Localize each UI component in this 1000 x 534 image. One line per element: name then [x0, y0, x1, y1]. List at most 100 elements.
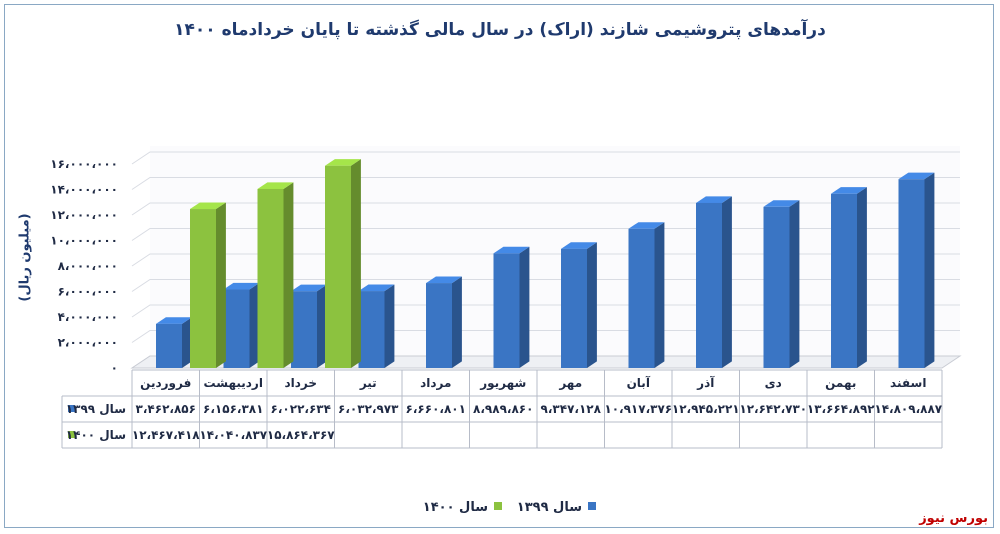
- bar-side: [924, 172, 935, 368]
- data-label: ۱۵،۸۶۴،۳۶۷: [267, 428, 335, 442]
- y-tick-label: ۶،۰۰۰،۰۰۰: [58, 285, 118, 299]
- bar-side: [216, 202, 226, 368]
- x-tick-label: شهریور: [479, 376, 526, 391]
- bar-1399: [628, 222, 665, 368]
- bar-side: [789, 200, 800, 368]
- gridline: [131, 177, 960, 190]
- gridline: [131, 279, 960, 292]
- bar-1399: [426, 276, 462, 368]
- bar-front: [257, 188, 284, 368]
- data-label: ۱۰،۹۱۷،۳۷۶: [604, 402, 672, 416]
- chart-title: درآمدهای پتروشیمی شازند (اراک) در سال ما…: [174, 20, 826, 40]
- bar-top: [493, 246, 530, 254]
- data-label: ۹،۳۴۷،۱۲۸: [541, 402, 602, 416]
- bar-1399: [763, 200, 800, 368]
- bar-side: [351, 159, 361, 368]
- bar-1399: [358, 284, 395, 368]
- data-label: ۱۳،۶۶۴،۸۹۲: [807, 402, 875, 416]
- bar-side: [722, 196, 732, 368]
- gridline: [131, 151, 960, 165]
- bar-side: [317, 284, 327, 368]
- bar-1400: [257, 182, 294, 368]
- bar-side: [249, 282, 260, 368]
- bar-front: [156, 323, 182, 368]
- x-tick-label: آذر: [696, 375, 715, 390]
- series-name: سال ۱۳۹۹: [66, 402, 126, 416]
- y-tick-label: ۱۴،۰۰۰،۰۰۰: [50, 183, 118, 197]
- bar-top: [291, 284, 327, 292]
- bar-1399: [291, 284, 327, 368]
- bar-top: [898, 172, 935, 180]
- y-tick-label: ۴،۰۰۰،۰۰۰: [58, 310, 118, 324]
- bar-front: [898, 179, 925, 368]
- bar-front: [493, 253, 520, 368]
- data-label: ۶،۰۲۲،۶۳۴: [271, 402, 331, 416]
- bar-side: [654, 222, 665, 368]
- y-tick-label: ۲،۰۰۰،۰۰۰: [58, 336, 118, 350]
- bar-front: [291, 291, 317, 368]
- bar-side: [182, 317, 192, 368]
- legend-key: [68, 431, 75, 438]
- x-tick-label: خرداد: [284, 376, 317, 390]
- x-tick-label: فروردین: [140, 376, 191, 391]
- bar-front: [561, 248, 587, 368]
- x-tick-label: اردیبهشت: [204, 376, 263, 390]
- gridline: [131, 330, 960, 343]
- y-tick-label: ۱۰،۰۰۰،۰۰۰: [50, 234, 118, 248]
- brand-logo-text: بورس نیوز: [919, 511, 988, 526]
- bar-front: [831, 193, 857, 368]
- data-label: ۶،۱۵۶،۳۸۱: [203, 402, 263, 416]
- legend: سال ۱۴۰۰ سال ۱۳۹۹: [423, 500, 596, 515]
- data-table: فروردین اردیبهشت خرداد تیر مرداد شهریور مهر آبا…: [61, 369, 943, 449]
- bar-front: [763, 206, 790, 368]
- gridline: [131, 253, 960, 267]
- y-tick-label: ۱۲،۰۰۰،۰۰۰: [50, 208, 118, 222]
- y-tick-label: ۰: [111, 361, 118, 375]
- bar-side: [857, 187, 867, 368]
- bar-top: [628, 222, 665, 229]
- legend-label: سال ۱۴۰۰: [423, 500, 488, 515]
- bar-1399: [696, 196, 732, 368]
- data-label: ۱۴،۸۰۹،۸۸۷: [874, 402, 942, 416]
- bar-top: [190, 202, 226, 210]
- bar-top: [696, 196, 732, 203]
- bar-1399: [493, 246, 530, 368]
- bar-top: [831, 187, 867, 194]
- x-tick-label: مهر: [558, 376, 582, 390]
- bar-top: [325, 159, 361, 166]
- bar-front: [223, 289, 250, 368]
- x-tick-label: اسفند: [890, 376, 926, 390]
- bar-front: [325, 165, 351, 368]
- bar-top: [763, 200, 800, 207]
- legend-label: سال ۱۳۹۹: [517, 500, 582, 515]
- data-label: ۸،۹۸۹،۸۶۰: [473, 402, 533, 416]
- legend-swatch: [588, 502, 596, 510]
- bar-side: [587, 242, 597, 368]
- legend-key: [68, 405, 75, 412]
- bar-1400: [190, 202, 226, 368]
- y-tick-label: ۸،۰۰۰،۰۰۰: [58, 259, 118, 273]
- bar-1399: [561, 242, 597, 368]
- bar-top: [426, 276, 462, 284]
- bar-front: [696, 202, 722, 368]
- bar-top: [358, 284, 395, 292]
- gridline: [131, 202, 960, 216]
- x-tick-label: تیر: [359, 376, 377, 390]
- x-tick-label: مرداد: [420, 376, 451, 390]
- series-name: سال ۱۴۰۰: [66, 428, 126, 442]
- y-tick-label: ۱۶،۰۰۰،۰۰۰: [50, 157, 118, 171]
- bar-top: [561, 242, 597, 249]
- gridline: [131, 228, 960, 241]
- legend-swatch: [494, 502, 502, 510]
- bar-side: [519, 246, 530, 368]
- gridline: [131, 304, 960, 318]
- data-label: ۱۲،۶۴۲،۷۳۰: [739, 402, 807, 416]
- data-label: ۶،۶۶۰،۸۰۱: [406, 402, 466, 416]
- x-tick-label: دی: [765, 376, 782, 390]
- bar-top: [156, 317, 192, 324]
- bar-front: [426, 283, 452, 368]
- x-tick-label: آبان: [627, 375, 651, 390]
- x-tick-label: بهمن: [825, 376, 856, 390]
- data-label: ۳،۴۶۲،۸۵۶: [136, 402, 196, 416]
- bar-front: [358, 291, 385, 368]
